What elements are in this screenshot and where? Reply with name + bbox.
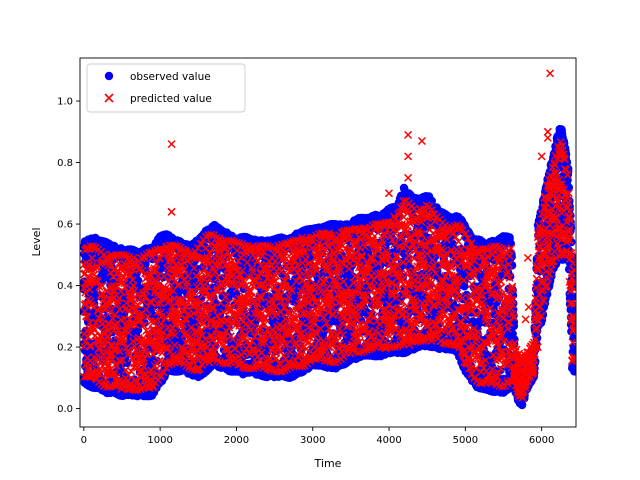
- observed-point: [570, 367, 576, 376]
